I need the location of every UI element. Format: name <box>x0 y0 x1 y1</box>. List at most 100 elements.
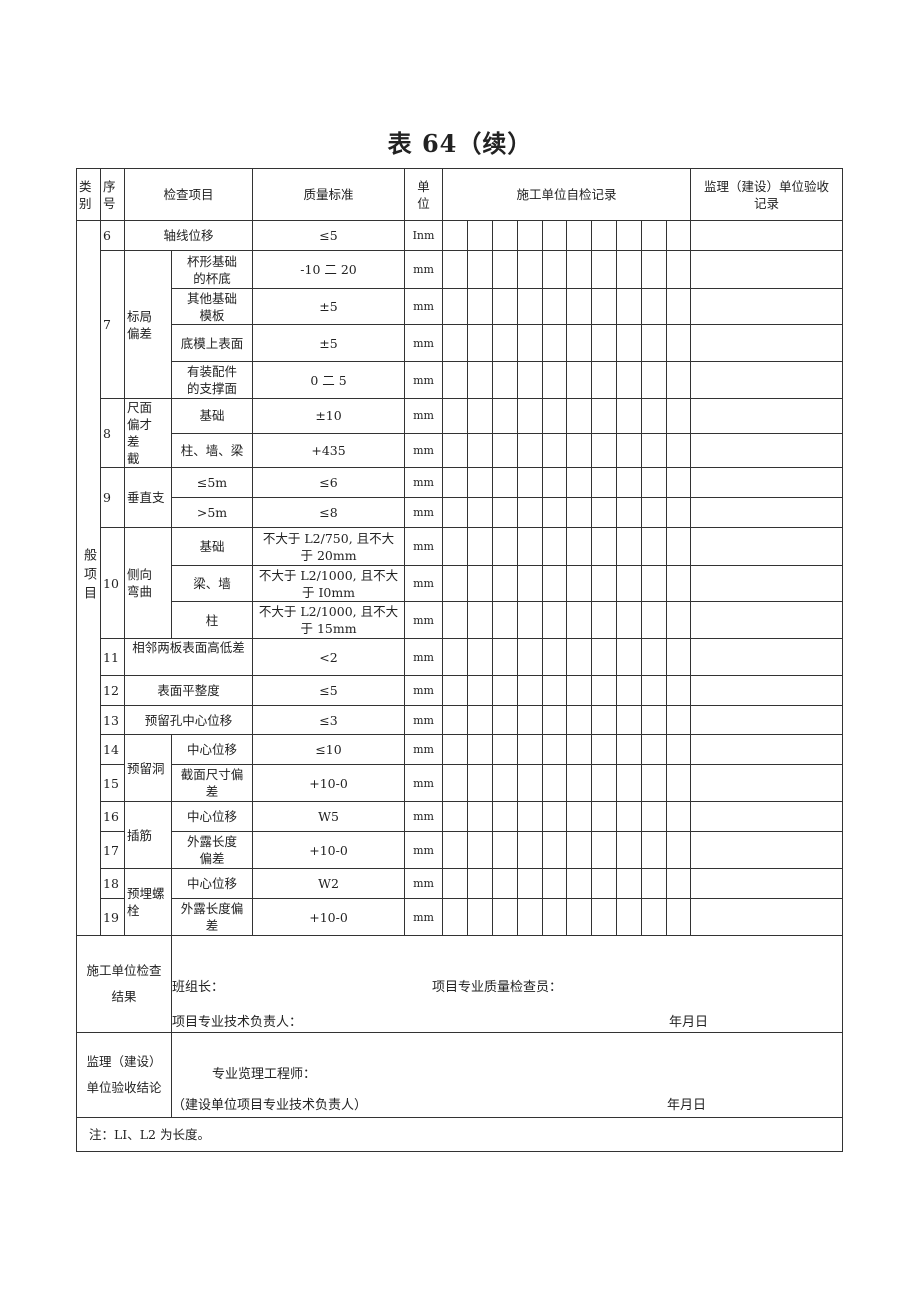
self-check-cell[interactable] <box>492 638 519 676</box>
self-check-cell[interactable] <box>517 361 544 399</box>
self-check-cell[interactable] <box>616 801 643 832</box>
self-check-cell[interactable] <box>641 734 668 765</box>
self-check-cell[interactable] <box>442 361 469 399</box>
supervision-record-cell[interactable] <box>690 764 844 802</box>
self-check-cell[interactable] <box>467 675 494 706</box>
self-check-cell[interactable] <box>517 527 544 566</box>
self-check-cell[interactable] <box>442 831 469 869</box>
self-check-cell[interactable] <box>542 324 568 362</box>
self-check-cell[interactable] <box>442 898 469 936</box>
self-check-cell[interactable] <box>616 467 643 498</box>
self-check-cell[interactable] <box>641 705 668 735</box>
self-check-cell[interactable] <box>542 565 568 602</box>
supervisor-conclusion-content[interactable]: 专业览理工程师： （建设单位项目专业技术负责人） 年月日 <box>170 1032 844 1118</box>
self-check-cell[interactable] <box>566 764 593 802</box>
supervision-record-cell[interactable] <box>690 220 844 251</box>
self-check-cell[interactable] <box>641 565 668 602</box>
self-check-cell[interactable] <box>616 497 643 528</box>
self-check-cell[interactable] <box>616 398 643 434</box>
supervision-record-cell[interactable] <box>690 801 844 832</box>
self-check-cell[interactable] <box>467 220 494 251</box>
self-check-cell[interactable] <box>542 361 568 399</box>
supervision-record-cell[interactable] <box>690 432 844 468</box>
self-check-cell[interactable] <box>517 601 544 639</box>
self-check-cell[interactable] <box>492 324 519 362</box>
self-check-cell[interactable] <box>641 675 668 706</box>
self-check-cell[interactable] <box>566 831 593 869</box>
self-check-cell[interactable] <box>666 734 692 765</box>
self-check-cell[interactable] <box>641 868 668 899</box>
self-check-cell[interactable] <box>616 288 643 325</box>
self-check-cell[interactable] <box>542 288 568 325</box>
self-check-cell[interactable] <box>641 250 668 289</box>
self-check-cell[interactable] <box>641 398 668 434</box>
self-check-cell[interactable] <box>616 250 643 289</box>
self-check-cell[interactable] <box>442 565 469 602</box>
self-check-cell[interactable] <box>492 868 519 899</box>
self-check-cell[interactable] <box>442 250 469 289</box>
self-check-cell[interactable] <box>517 734 544 765</box>
self-check-cell[interactable] <box>542 638 568 676</box>
self-check-cell[interactable] <box>467 398 494 434</box>
self-check-cell[interactable] <box>641 467 668 498</box>
supervision-record-cell[interactable] <box>690 467 844 498</box>
supervision-record-cell[interactable] <box>690 601 844 639</box>
self-check-cell[interactable] <box>467 801 494 832</box>
self-check-cell[interactable] <box>467 497 494 528</box>
self-check-cell[interactable] <box>467 638 494 676</box>
self-check-cell[interactable] <box>641 288 668 325</box>
self-check-cell[interactable] <box>566 868 593 899</box>
contractor-result-content[interactable]: 班组长： 项目专业质量检查员： 项目专业技术负责人： 年月日 <box>170 935 844 1033</box>
self-check-cell[interactable] <box>666 220 692 251</box>
self-check-cell[interactable] <box>666 831 692 869</box>
self-check-cell[interactable] <box>566 638 593 676</box>
self-check-cell[interactable] <box>566 324 593 362</box>
self-check-cell[interactable] <box>542 734 568 765</box>
self-check-cell[interactable] <box>517 565 544 602</box>
self-check-cell[interactable] <box>492 705 519 735</box>
self-check-cell[interactable] <box>591 764 618 802</box>
self-check-cell[interactable] <box>591 467 618 498</box>
self-check-cell[interactable] <box>442 801 469 832</box>
self-check-cell[interactable] <box>591 801 618 832</box>
self-check-cell[interactable] <box>616 868 643 899</box>
self-check-cell[interactable] <box>666 801 692 832</box>
supervision-record-cell[interactable] <box>690 734 844 765</box>
self-check-cell[interactable] <box>442 432 469 468</box>
self-check-cell[interactable] <box>492 601 519 639</box>
self-check-cell[interactable] <box>492 220 519 251</box>
self-check-cell[interactable] <box>517 220 544 251</box>
self-check-cell[interactable] <box>616 601 643 639</box>
self-check-cell[interactable] <box>666 497 692 528</box>
self-check-cell[interactable] <box>492 527 519 566</box>
self-check-cell[interactable] <box>442 601 469 639</box>
self-check-cell[interactable] <box>641 432 668 468</box>
supervision-record-cell[interactable] <box>690 831 844 869</box>
self-check-cell[interactable] <box>666 638 692 676</box>
self-check-cell[interactable] <box>641 638 668 676</box>
self-check-cell[interactable] <box>641 831 668 869</box>
self-check-cell[interactable] <box>666 705 692 735</box>
self-check-cell[interactable] <box>442 398 469 434</box>
self-check-cell[interactable] <box>591 220 618 251</box>
self-check-cell[interactable] <box>666 250 692 289</box>
self-check-cell[interactable] <box>616 324 643 362</box>
self-check-cell[interactable] <box>566 734 593 765</box>
self-check-cell[interactable] <box>542 467 568 498</box>
self-check-cell[interactable] <box>591 898 618 936</box>
self-check-cell[interactable] <box>467 734 494 765</box>
self-check-cell[interactable] <box>666 432 692 468</box>
self-check-cell[interactable] <box>566 361 593 399</box>
self-check-cell[interactable] <box>566 801 593 832</box>
self-check-cell[interactable] <box>666 898 692 936</box>
self-check-cell[interactable] <box>442 288 469 325</box>
self-check-cell[interactable] <box>542 220 568 251</box>
self-check-cell[interactable] <box>492 831 519 869</box>
self-check-cell[interactable] <box>591 288 618 325</box>
supervision-record-cell[interactable] <box>690 638 844 676</box>
self-check-cell[interactable] <box>467 831 494 869</box>
self-check-cell[interactable] <box>591 497 618 528</box>
self-check-cell[interactable] <box>467 288 494 325</box>
self-check-cell[interactable] <box>517 638 544 676</box>
self-check-cell[interactable] <box>542 601 568 639</box>
